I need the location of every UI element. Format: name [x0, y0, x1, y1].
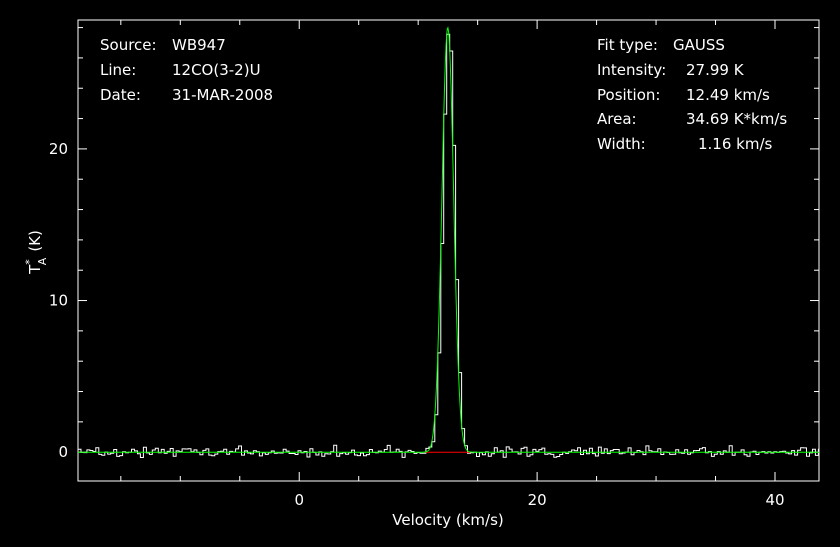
- x-axis-ticks: 0 20 40: [120, 20, 785, 509]
- info-width-value: 1.16 km/s: [698, 135, 773, 153]
- y-axis-label-sup: *: [23, 259, 36, 265]
- info-panel-left: Source: WB947 Line: 12CO(3-2)U Date: 31-…: [100, 36, 273, 104]
- y-axis-label-unit: (K): [26, 230, 44, 252]
- info-date-label: Date:: [100, 86, 141, 104]
- info-date-value: 31-MAR-2008: [172, 86, 273, 104]
- info-area-label: Area:: [597, 110, 637, 128]
- info-area-value: 34.69 K*km/s: [686, 110, 787, 128]
- spectrum-series-line: [78, 33, 819, 458]
- info-line-value: 12CO(3-2)U: [172, 61, 261, 79]
- y-tick-label: 20: [49, 140, 68, 158]
- x-tick-label: 0: [294, 491, 304, 509]
- series-group: [78, 26, 819, 458]
- y-axis-ticks: 0 10 20: [49, 27, 819, 461]
- y-axis-label-sub: A: [36, 257, 49, 265]
- plot-frame: [77, 19, 820, 482]
- info-position-value: 12.49 km/s: [686, 86, 770, 104]
- info-position-label: Position:: [597, 86, 660, 104]
- y-axis-label-text: T*A (K): [23, 230, 49, 275]
- x-tick-label: 20: [528, 491, 547, 509]
- info-line-label: Line:: [100, 61, 136, 79]
- gaussian-fit-line: [78, 26, 819, 453]
- y-axis-label-main: T: [26, 264, 44, 275]
- info-fit-type-value: GAUSS: [673, 36, 725, 54]
- info-intensity-label: Intensity:: [597, 61, 666, 79]
- info-fit-type-label: Fit type:: [597, 36, 658, 54]
- info-width-label: Width:: [597, 135, 646, 153]
- info-source-label: Source:: [100, 36, 157, 54]
- y-axis-label: T*A (K): [23, 230, 49, 275]
- info-panel-right: Fit type: GAUSS Intensity: 27.99 K Posit…: [597, 36, 787, 153]
- x-axis-label: Velocity (km/s): [392, 511, 503, 529]
- info-intensity-value: 27.99 K: [686, 61, 745, 79]
- y-tick-label: 10: [49, 292, 68, 310]
- info-source-value: WB947: [172, 36, 226, 54]
- x-tick-label: 40: [765, 491, 784, 509]
- y-tick-label: 0: [58, 443, 68, 461]
